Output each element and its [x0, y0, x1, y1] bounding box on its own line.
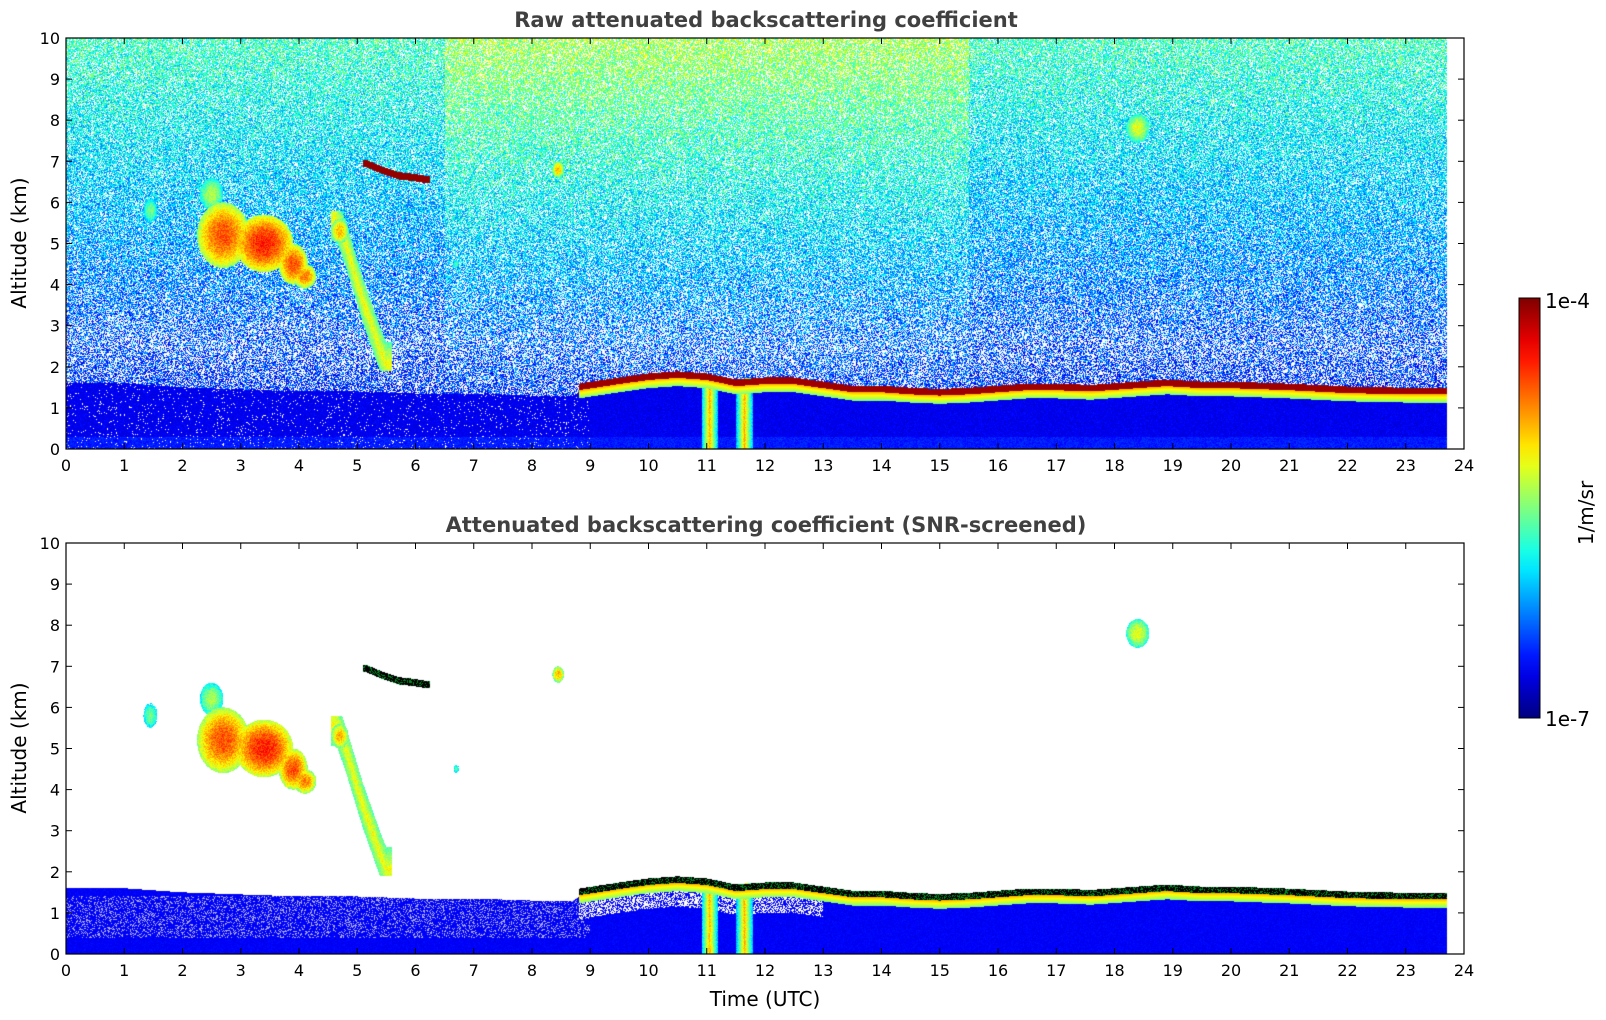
x-tick-label: 3: [236, 961, 246, 980]
x-tick-label: 14: [871, 456, 891, 475]
x-tick-label: 6: [410, 456, 420, 475]
panel-title: Attenuated backscattering coefficient (S…: [446, 513, 1087, 537]
axis-ticks: 0 1 2 3 4 5 6 7 8 9 10 11 12 13 14 15 16 17 18 19 20 21 22 23 24…: [40, 29, 1475, 475]
colorbar-min-label: 1e-7: [1545, 707, 1590, 731]
y-tick-label: 9: [50, 575, 60, 594]
x-tick-label: 22: [1337, 456, 1357, 475]
x-tick-label: 20: [1221, 456, 1241, 475]
x-tick-label: 19: [1163, 456, 1183, 475]
y-tick-label: 3: [50, 822, 60, 841]
x-axis-label: Time (UTC): [709, 987, 821, 1011]
heatmap-raw: [66, 38, 1464, 449]
x-tick-label: 10: [638, 961, 658, 980]
x-tick-label: 8: [527, 456, 537, 475]
y-tick-label: 0: [50, 440, 60, 459]
y-tick-label: 2: [50, 863, 60, 882]
x-tick-label: 21: [1279, 961, 1299, 980]
x-tick-label: 11: [697, 456, 717, 475]
x-tick-label: 0: [61, 961, 71, 980]
x-tick-label: 16: [988, 961, 1008, 980]
y-tick-label: 6: [50, 698, 60, 717]
y-axis-label: Altitude (km): [7, 682, 31, 813]
y-tick-label: 10: [40, 534, 60, 553]
colorbar-unit-label: 1/m/sr: [1574, 480, 1598, 545]
y-tick-label: 8: [50, 111, 60, 130]
x-tick-label: 13: [813, 456, 833, 475]
x-tick-label: 17: [1046, 456, 1066, 475]
x-tick-label: 19: [1163, 961, 1183, 980]
panel-raw: Raw attenuated backscattering coefficien…: [7, 8, 1474, 475]
x-tick-label: 21: [1279, 456, 1299, 475]
y-tick-label: 7: [50, 152, 60, 171]
x-tick-label: 4: [294, 961, 304, 980]
y-tick-label: 7: [50, 657, 60, 676]
x-tick-label: 16: [988, 456, 1008, 475]
y-tick-label: 4: [50, 276, 60, 295]
x-tick-label: 5: [352, 961, 362, 980]
y-tick-label: 1: [50, 904, 60, 923]
x-tick-label: 3: [236, 456, 246, 475]
x-tick-label: 7: [469, 961, 479, 980]
x-tick-label: 23: [1396, 961, 1416, 980]
x-tick-label: 13: [813, 961, 833, 980]
colorbar: 1e-4 1e-7 1/m/sr: [1518, 289, 1598, 731]
x-tick-label: 24: [1454, 456, 1474, 475]
y-tick-label: 6: [50, 193, 60, 212]
axis-ticks: 0 1 2 3 4 5 6 7 8 9 10 11 12 13 14 15 16 17 18 19 20 21 22 23 24…: [40, 534, 1475, 980]
y-tick-label: 10: [40, 29, 60, 48]
x-tick-label: 4: [294, 456, 304, 475]
x-tick-label: 12: [755, 961, 775, 980]
x-tick-label: 20: [1221, 961, 1241, 980]
panel-screened: Attenuated backscattering coefficient (S…: [7, 513, 1474, 1011]
x-tick-label: 23: [1396, 456, 1416, 475]
x-tick-label: 15: [930, 456, 950, 475]
y-tick-label: 8: [50, 616, 60, 635]
x-tick-label: 22: [1337, 961, 1357, 980]
x-tick-label: 8: [527, 961, 537, 980]
colorbar-max-label: 1e-4: [1545, 289, 1590, 313]
y-tick-label: 9: [50, 70, 60, 89]
x-tick-label: 11: [697, 961, 717, 980]
y-tick-label: 5: [50, 740, 60, 759]
x-tick-label: 18: [1104, 961, 1124, 980]
x-tick-label: 12: [755, 456, 775, 475]
y-tick-label: 0: [50, 945, 60, 964]
y-tick-label: 3: [50, 317, 60, 336]
colorbar-gradient: [1518, 297, 1541, 719]
x-tick-label: 1: [119, 961, 129, 980]
x-tick-label: 7: [469, 456, 479, 475]
x-tick-label: 2: [177, 961, 187, 980]
y-tick-label: 2: [50, 358, 60, 377]
x-tick-label: 9: [585, 961, 595, 980]
x-tick-label: 2: [177, 456, 187, 475]
heatmap-screened: [66, 543, 1464, 954]
x-tick-label: 5: [352, 456, 362, 475]
panel-title: Raw attenuated backscattering coefficien…: [514, 8, 1018, 32]
y-tick-label: 1: [50, 399, 60, 418]
x-tick-label: 15: [930, 961, 950, 980]
x-tick-label: 18: [1104, 456, 1124, 475]
x-tick-label: 0: [61, 456, 71, 475]
x-tick-label: 1: [119, 456, 129, 475]
x-tick-label: 14: [871, 961, 891, 980]
x-tick-label: 6: [410, 961, 420, 980]
x-tick-label: 10: [638, 456, 658, 475]
y-tick-label: 5: [50, 235, 60, 254]
x-tick-label: 17: [1046, 961, 1066, 980]
x-tick-label: 9: [585, 456, 595, 475]
y-axis-label: Altitude (km): [7, 177, 31, 308]
y-tick-label: 4: [50, 781, 60, 800]
x-tick-label: 24: [1454, 961, 1474, 980]
